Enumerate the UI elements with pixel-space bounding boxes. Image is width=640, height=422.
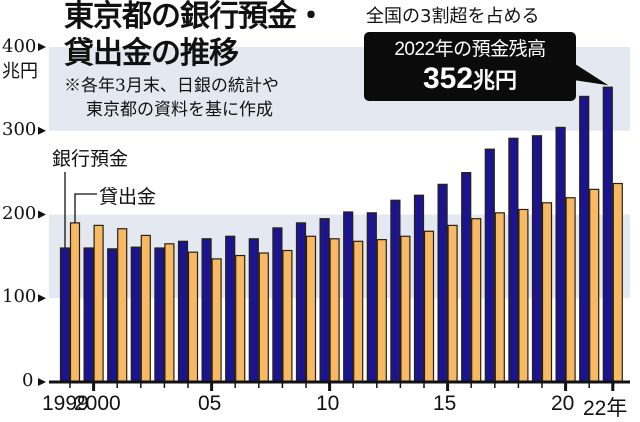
bar-loan-2004 — [187, 251, 199, 383]
bar-loan-2011 — [353, 240, 364, 383]
bar-deposit-2003 — [154, 247, 165, 383]
bar-loan-2001 — [117, 228, 128, 383]
bar-deposit-2000 — [83, 247, 94, 383]
legend-loan-leader — [74, 193, 97, 223]
y-tick-marker-icon — [38, 43, 46, 51]
callout-unit: 兆円 — [473, 68, 518, 93]
bar-loan-2014 — [423, 230, 435, 383]
x-tick-label-2000: 2000 — [74, 392, 121, 415]
bar-loan-2017 — [494, 212, 505, 383]
bar-deposit-2017 — [484, 148, 495, 383]
y-tick-400: 400 — [2, 36, 37, 57]
bar-loan-2015 — [447, 224, 458, 383]
x-tick-label-2020: 20 — [551, 392, 575, 415]
bar-deposit-2016 — [461, 172, 472, 383]
chart-title-line2: 貸出金の推移 — [64, 36, 239, 71]
x-tick-label-2010: 10 — [316, 392, 340, 415]
bar-loan-2006 — [235, 254, 246, 383]
source-note-line1: ※各年3月末、日銀の統計や — [64, 76, 279, 96]
bar-loan-2018 — [518, 208, 529, 383]
bar-loan-2005 — [211, 258, 222, 383]
bar-loan-2020 — [565, 197, 576, 383]
y-tick-0: 0 — [22, 370, 34, 391]
bar-loan-1999 — [69, 222, 81, 383]
y-tick-100: 100 — [2, 286, 37, 307]
callout-number: 352 — [422, 62, 474, 95]
bar-loan-2002 — [140, 234, 151, 383]
bar-deposit-2005 — [201, 238, 212, 383]
x-tick-label-1999: 1999 — [42, 392, 89, 415]
bar-loan-2021 — [589, 188, 600, 383]
bar-loan-2012 — [376, 239, 387, 383]
bar-loan-2000 — [93, 224, 104, 383]
chart-title: 東京都の銀行預金・ 貸出金の推移 — [64, 0, 326, 72]
bar-deposit-2021 — [579, 95, 590, 383]
bar-deposit-2012 — [366, 212, 377, 383]
bar-deposit-2011 — [343, 211, 354, 383]
bar-loan-2019 — [541, 202, 553, 383]
bar-loan-2008 — [282, 249, 293, 383]
source-note: ※各年3月末、日銀の統計や 東京都の資料を基に作成 — [64, 74, 325, 122]
bar-deposit-2010 — [319, 218, 330, 383]
bar-deposit-2013 — [390, 199, 401, 383]
bar-deposit-2019 — [531, 135, 543, 383]
y-tick-marker-icon — [38, 294, 46, 303]
bar-loan-2009 — [305, 235, 317, 383]
bar-deposit-2004 — [177, 240, 189, 383]
bar-deposit-2007 — [248, 238, 259, 383]
y-tick-marker-icon — [38, 126, 46, 135]
bar-loan-2003 — [164, 243, 175, 383]
chart-subtitle: 全国の3割超を占める — [366, 6, 540, 27]
bar-deposit-2014 — [413, 194, 425, 383]
y-tick-200: 200 — [2, 203, 37, 224]
bar-loan-2007 — [258, 252, 269, 383]
bar-loan-2022 — [612, 182, 623, 383]
callout-value: 352兆円 — [364, 62, 576, 98]
source-note-line2: 東京都の資料を基に作成 — [86, 100, 273, 120]
callout-label: 2022年の預金残高 — [394, 39, 546, 60]
bar-deposit-2015 — [437, 183, 448, 383]
y-tick-300: 300 — [2, 119, 37, 140]
bar-deposit-2008 — [272, 227, 283, 383]
x-tick-label-2022: 22年 — [583, 397, 628, 420]
bar-deposit-2009 — [295, 222, 307, 383]
bar-loan-2016 — [471, 218, 482, 383]
x-tick-label-2005: 05 — [198, 392, 222, 415]
y-axis-unit: 兆円 — [2, 61, 38, 82]
y-tick-marker-icon — [38, 378, 46, 386]
legend-loan: 貸出金 — [99, 186, 157, 208]
bar-loan-2013 — [400, 235, 411, 383]
bar-loan-2010 — [329, 238, 340, 383]
annotation-callout: 2022年の預金残高 352兆円 — [364, 32, 576, 101]
x-tick-label-2015: 15 — [433, 392, 457, 415]
bar-deposit-2022 — [602, 86, 613, 383]
legend-deposit: 銀行預金 — [52, 148, 129, 170]
bar-deposit-2001 — [107, 248, 118, 383]
bar-deposit-1999 — [59, 247, 71, 383]
y-tick-marker-icon — [38, 210, 46, 219]
bar-deposit-2020 — [555, 126, 566, 383]
bar-deposit-2002 — [130, 246, 141, 383]
bar-deposit-2006 — [225, 235, 236, 383]
title-block: 東京都の銀行預金・ 貸出金の推移 ※各年3月末、日銀の統計や 東京都の資料を基に… — [64, 0, 326, 122]
chart-title-line1: 東京都の銀行預金・ — [64, 0, 326, 34]
bar-deposit-2018 — [508, 137, 519, 383]
